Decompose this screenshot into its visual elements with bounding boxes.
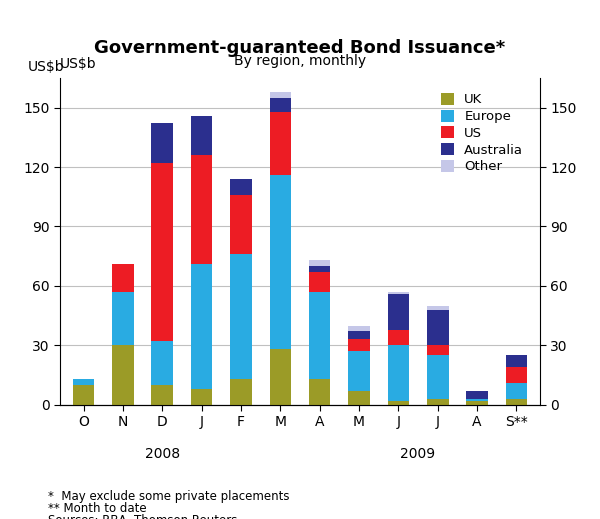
Bar: [466, 399, 488, 401]
Bar: [191, 116, 212, 155]
Text: US$b: US$b: [28, 60, 64, 74]
Bar: [73, 385, 94, 405]
Text: ** Month to date: ** Month to date: [48, 502, 146, 515]
Bar: [230, 195, 252, 254]
Bar: [269, 175, 291, 349]
Bar: [466, 401, 488, 405]
Bar: [506, 399, 527, 405]
Bar: [388, 292, 409, 294]
Bar: [269, 112, 291, 175]
Text: By region, monthly: By region, monthly: [234, 54, 366, 69]
Bar: [269, 92, 291, 98]
Bar: [151, 342, 173, 385]
Bar: [309, 260, 331, 266]
Text: 2008: 2008: [145, 447, 180, 461]
Bar: [112, 292, 134, 345]
Bar: [112, 345, 134, 405]
Bar: [506, 383, 527, 399]
Text: US$b: US$b: [60, 57, 97, 71]
Bar: [269, 349, 291, 405]
Bar: [309, 266, 331, 272]
Text: Sources: RBA, Thomson Reuters: Sources: RBA, Thomson Reuters: [48, 514, 238, 519]
Bar: [427, 356, 449, 399]
Bar: [388, 294, 409, 330]
Bar: [388, 345, 409, 401]
Bar: [427, 345, 449, 356]
Bar: [73, 379, 94, 385]
Bar: [466, 391, 488, 399]
Bar: [309, 272, 331, 292]
Bar: [151, 124, 173, 163]
Text: 2009: 2009: [400, 447, 436, 461]
Bar: [309, 379, 331, 405]
Text: *  May exclude some private placements: * May exclude some private placements: [48, 490, 290, 503]
Bar: [151, 385, 173, 405]
Bar: [191, 264, 212, 389]
Title: Government-guaranteed Bond Issuance*: Government-guaranteed Bond Issuance*: [94, 39, 506, 57]
Bar: [506, 356, 527, 367]
Bar: [112, 264, 134, 292]
Bar: [269, 98, 291, 112]
Bar: [348, 391, 370, 405]
Legend: UK, Europe, US, Australia, Other: UK, Europe, US, Australia, Other: [435, 88, 529, 179]
Bar: [427, 310, 449, 345]
Bar: [230, 179, 252, 195]
Bar: [388, 401, 409, 405]
Bar: [348, 351, 370, 391]
Bar: [191, 389, 212, 405]
Bar: [427, 306, 449, 310]
Bar: [348, 332, 370, 339]
Bar: [151, 163, 173, 342]
Bar: [230, 254, 252, 379]
Bar: [191, 155, 212, 264]
Bar: [348, 339, 370, 351]
Bar: [309, 292, 331, 379]
Bar: [230, 379, 252, 405]
Bar: [506, 367, 527, 383]
Bar: [427, 399, 449, 405]
Bar: [388, 330, 409, 345]
Bar: [348, 325, 370, 332]
